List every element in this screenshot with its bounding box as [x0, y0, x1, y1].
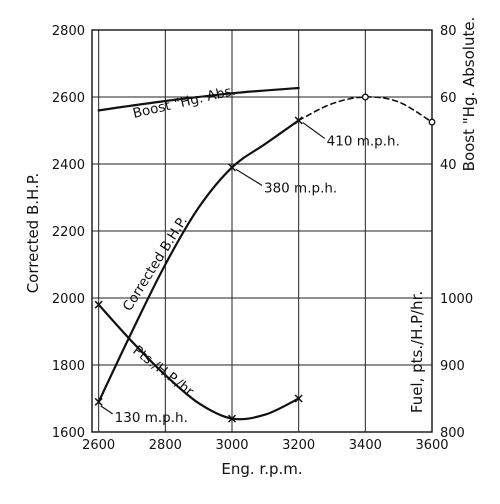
data-point-circle: [361, 93, 369, 101]
y-axis-right-fuel-title: Fuel, pts./H.P/hr.: [408, 291, 426, 413]
plot-frame: [91, 29, 433, 433]
y-left-tick-label: 2400: [52, 158, 85, 173]
y-right-boost-tick-label: 60: [440, 91, 457, 106]
fuel-curve-label: Pts./H.P./hr.: [130, 343, 199, 402]
y-left-tick-label: 1600: [52, 426, 85, 441]
boost-curve: [97, 86, 300, 112]
data-point-cross: [227, 414, 237, 423]
annotation-130mph: 130 m.p.h.: [115, 410, 188, 426]
bhp-curve: [97, 119, 300, 403]
x-tick-label: 3400: [349, 438, 382, 453]
leader-380mph: [235, 168, 263, 186]
fuel-curve: [97, 303, 300, 421]
data-point-cross: [294, 116, 303, 125]
y-axis-left-title: Corrected B.H.P.: [24, 173, 42, 294]
boost-curve-label: Boost "Hg. Abs.: [131, 83, 237, 122]
y-left-tick-label: 2000: [52, 292, 85, 307]
x-axis-title: Eng. r.p.m.: [221, 460, 302, 478]
y-left-tick-label: 2800: [52, 24, 85, 39]
x-tick-label: 3600: [415, 438, 448, 453]
annotation-380mph: 380 m.p.h.: [264, 180, 337, 196]
y-left-tick-label: 1800: [52, 359, 85, 374]
y-axis-right-boost-title: Boost "Hg. Absolute.: [460, 17, 478, 172]
x-tick-label: 3000: [215, 438, 248, 453]
y-right-fuel-tick-label: 900: [440, 359, 465, 374]
leader-130mph: [100, 405, 113, 415]
y-right-fuel-tick-label: 800: [440, 426, 465, 441]
y-left-tick-label: 2600: [52, 91, 85, 106]
data-point-cross: [94, 397, 103, 406]
data-point-circle: [428, 118, 436, 126]
data-point-cross: [227, 163, 237, 172]
x-tick-label: 2600: [82, 438, 115, 453]
bhp-curve-label: Corrected B.H.P.: [120, 214, 191, 315]
y-right-boost-tick-label: 80: [440, 24, 457, 39]
data-point-cross: [294, 394, 303, 403]
y-right-fuel-tick-label: 1000: [440, 292, 473, 307]
y-left-tick-label: 2200: [52, 225, 85, 240]
annotations: Boost "Hg. Abs. Corrected B.H.P. Pts./H.P.…: [100, 83, 400, 426]
x-tick-label: 2800: [149, 438, 182, 453]
annotation-410mph: 410 m.p.h.: [327, 133, 400, 149]
x-tick-label: 3200: [282, 438, 315, 453]
data-point-cross: [94, 300, 103, 309]
y-right-boost-tick-label: 40: [440, 158, 457, 173]
tick-labels: 2600 2800 3000 3200 3400 3600 1600 1800 2000 2200…: [52, 24, 473, 453]
leader-410mph: [302, 121, 326, 139]
point-markers: [94, 93, 436, 423]
